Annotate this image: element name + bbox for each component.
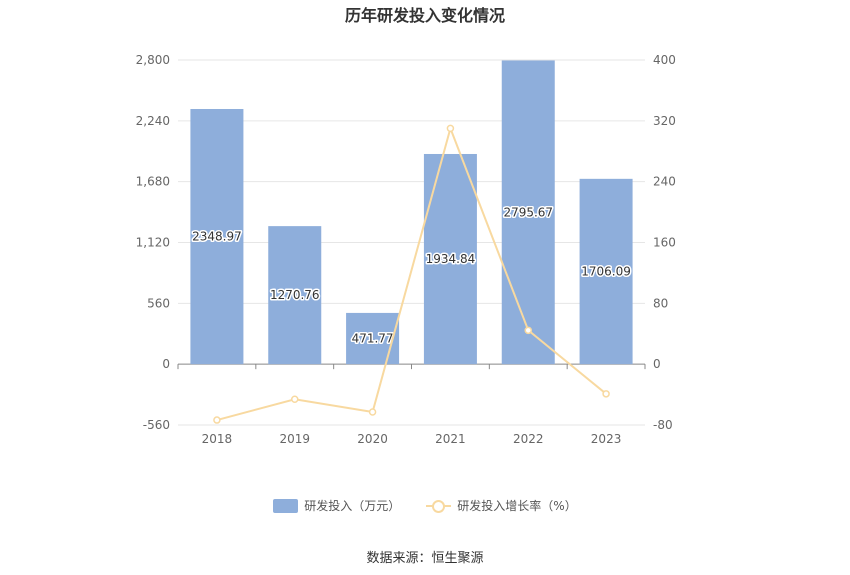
y-right-tick-label: 80 xyxy=(653,296,668,310)
growth-point xyxy=(291,395,299,403)
bar xyxy=(501,60,555,365)
legend: 研发投入（万元） 研发投入增长率（%） xyxy=(0,497,850,514)
bar xyxy=(346,312,400,365)
y-left-tick-label: 2,240 xyxy=(136,114,170,128)
bar-data-label: 2348.97 xyxy=(192,230,242,244)
y-left-tick-label: 2,800 xyxy=(136,53,170,67)
x-tick-label: 2023 xyxy=(591,432,622,446)
y-right-tick-label: 400 xyxy=(653,53,676,67)
legend-label-bar: 研发投入（万元） xyxy=(304,499,401,513)
x-tick-label: 2018 xyxy=(202,432,233,446)
y-left-tick-label: -560 xyxy=(143,418,170,432)
y-right-tick-label: 0 xyxy=(653,357,661,371)
y-left-tick-label: 560 xyxy=(147,296,170,310)
y-right-tick-label: 160 xyxy=(653,236,676,250)
x-tick-label: 2020 xyxy=(357,432,388,446)
bar-data-label: 2795.67 xyxy=(503,205,553,219)
y-right-tick-label: -80 xyxy=(653,418,673,432)
y-left-tick-label: 0 xyxy=(162,357,170,371)
legend-label-line: 研发投入增长率（%） xyxy=(457,499,577,513)
growth-point xyxy=(446,124,455,133)
legend-item-bar[interactable]: 研发投入（万元） xyxy=(273,497,400,514)
y-left-tick-label: 1,680 xyxy=(136,175,170,189)
bar-data-label: 1934.84 xyxy=(426,252,476,266)
growth-point xyxy=(524,326,532,335)
chart-title: 历年研发投入变化情况 xyxy=(344,6,505,25)
x-tick-label: 2022 xyxy=(513,432,544,446)
y-left-tick-label: 1,120 xyxy=(136,236,170,250)
y-right-tick-label: 240 xyxy=(653,175,676,189)
legend-line-swatch xyxy=(426,499,452,513)
growth-line xyxy=(216,125,607,422)
source-note: 数据来源：恒生聚源 xyxy=(366,551,484,566)
growth-point xyxy=(602,390,610,398)
y-right-tick-label: 320 xyxy=(653,114,676,128)
bar-data-label: 1270.76 xyxy=(270,288,320,302)
bar-data-label: 1706.09 xyxy=(581,264,631,278)
bar xyxy=(579,178,633,365)
legend-item-line[interactable]: 研发投入增长率（%） xyxy=(426,497,577,514)
growth-point xyxy=(368,408,377,416)
bar-data-label: 471.77 xyxy=(352,332,394,346)
x-tick-label: 2019 xyxy=(279,432,310,446)
x-tick-label: 2021 xyxy=(435,432,466,446)
legend-bar-swatch xyxy=(273,498,299,513)
bar xyxy=(268,226,322,365)
growth-point xyxy=(213,416,221,424)
bar xyxy=(190,108,244,365)
